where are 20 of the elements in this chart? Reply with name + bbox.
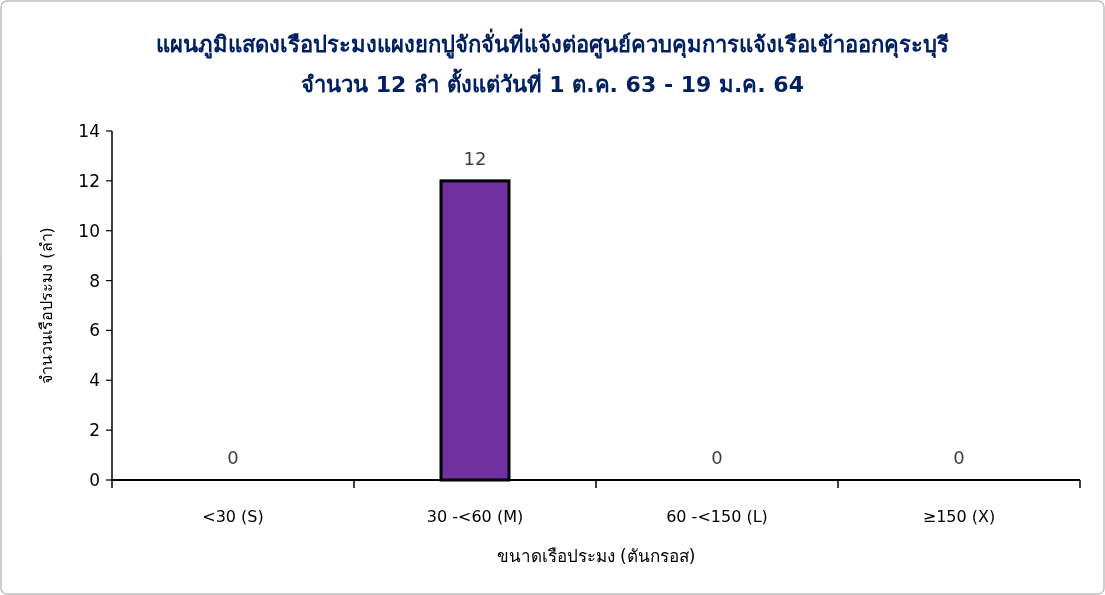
data-label: 0 <box>227 447 239 468</box>
y-tick-label: 0 <box>89 470 100 490</box>
y-tick-label: 12 <box>78 170 100 191</box>
y-axis-title: จำนวนเรือประมง (ลำ) <box>37 227 56 384</box>
x-tick-label: 30 -<60 (M) <box>426 507 524 526</box>
chart-title: แผนภูมิแสดงเรือประมงแผงยกปูจักจั่นที่แจ้งต่อศูนย์ควบคุมการแจ้งเรือเข้าออกคุระบุรี <box>156 28 949 59</box>
chart-subtitle: จำนวน 12 ลำ ตั้งแต่วันที่ 1 ต.ค. 63 - 19 ม.ค. 64 <box>301 68 804 97</box>
y-tick-label: 2 <box>89 420 100 441</box>
x-tick-label: ≥150 (X) <box>922 507 996 526</box>
data-label: 0 <box>953 447 965 468</box>
y-tick-label: 14 <box>78 121 100 141</box>
x-axis-title: ขนาดเรือประมง (ตันกรอส) <box>496 546 696 566</box>
data-label: 0 <box>711 447 723 468</box>
x-tick-label: <30 (S) <box>202 507 264 526</box>
y-tick-label: 10 <box>78 220 100 241</box>
y-tick-label: 4 <box>89 370 100 391</box>
y-tick-label: 8 <box>89 270 100 291</box>
data-label: 12 <box>463 147 487 169</box>
y-tick-label: 6 <box>89 320 100 341</box>
x-tick-label: 60 -<150 (L) <box>666 507 768 526</box>
